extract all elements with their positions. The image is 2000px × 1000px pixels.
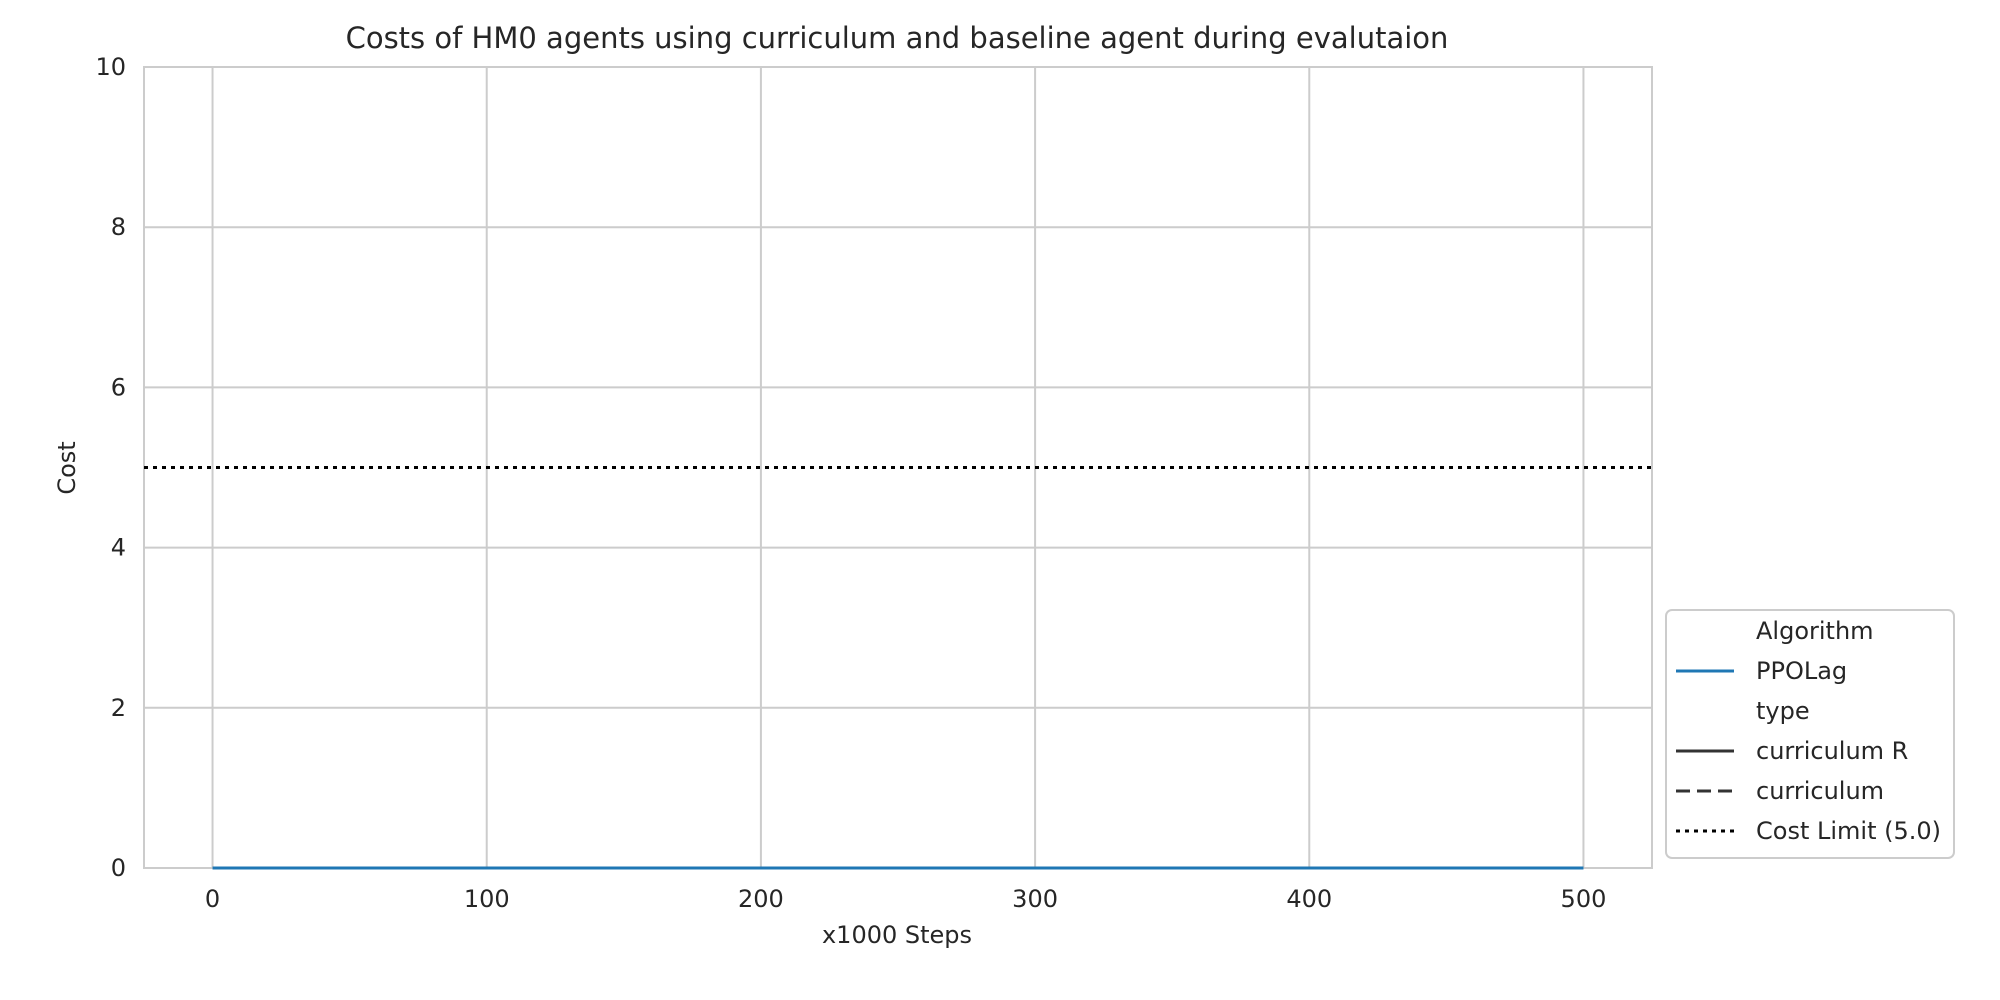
chart-title: Costs of HM0 agents using curriculum and… xyxy=(346,21,1449,55)
x-tick-labels: 0 100 200 300 400 500 xyxy=(205,885,1606,913)
x-axis-label: x1000 Steps xyxy=(822,921,972,949)
x-tick-label: 100 xyxy=(464,885,510,913)
x-tick-label: 400 xyxy=(1286,885,1332,913)
y-tick-label: 2 xyxy=(111,694,126,722)
legend-entry-1-0-label: curriculum R xyxy=(1756,737,1908,765)
legend-box xyxy=(1665,609,1955,859)
x-tick-label: 0 xyxy=(205,885,220,913)
y-tick-label: 10 xyxy=(95,53,126,81)
legend-group-title: type xyxy=(1756,697,1810,725)
x-tick-label: 500 xyxy=(1561,885,1607,913)
y-tick-label: 4 xyxy=(111,534,126,562)
y-tick-label: 8 xyxy=(111,213,126,241)
y-tick-label: 6 xyxy=(111,373,126,401)
x-tick-label: 200 xyxy=(738,885,784,913)
legend-group-title: Algorithm xyxy=(1756,617,1874,645)
legend-entry-cost-limit-label: Cost Limit (5.0) xyxy=(1756,817,1941,845)
x-tick-label: 300 xyxy=(1012,885,1058,913)
y-tick-labels: 0 2 4 6 8 10 xyxy=(95,53,126,882)
legend-entry-1-1-label: curriculum xyxy=(1756,777,1884,805)
y-tick-label: 0 xyxy=(111,854,126,882)
y-axis-label: Cost xyxy=(53,441,81,494)
legend: Algorithm PPOLag type curriculum R curriculu… xyxy=(1665,609,1955,859)
legend-entry-0-0-label: PPOLag xyxy=(1756,657,1847,685)
